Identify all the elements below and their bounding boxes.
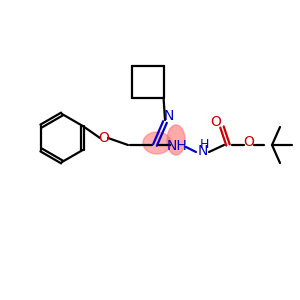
Text: NH: NH <box>167 139 188 153</box>
Text: H: H <box>199 137 209 151</box>
Text: O: O <box>211 115 221 129</box>
Text: O: O <box>99 131 110 145</box>
Ellipse shape <box>167 125 185 155</box>
Text: O: O <box>244 135 254 149</box>
Ellipse shape <box>143 132 171 154</box>
Text: N: N <box>164 109 174 123</box>
Text: N: N <box>198 144 208 158</box>
